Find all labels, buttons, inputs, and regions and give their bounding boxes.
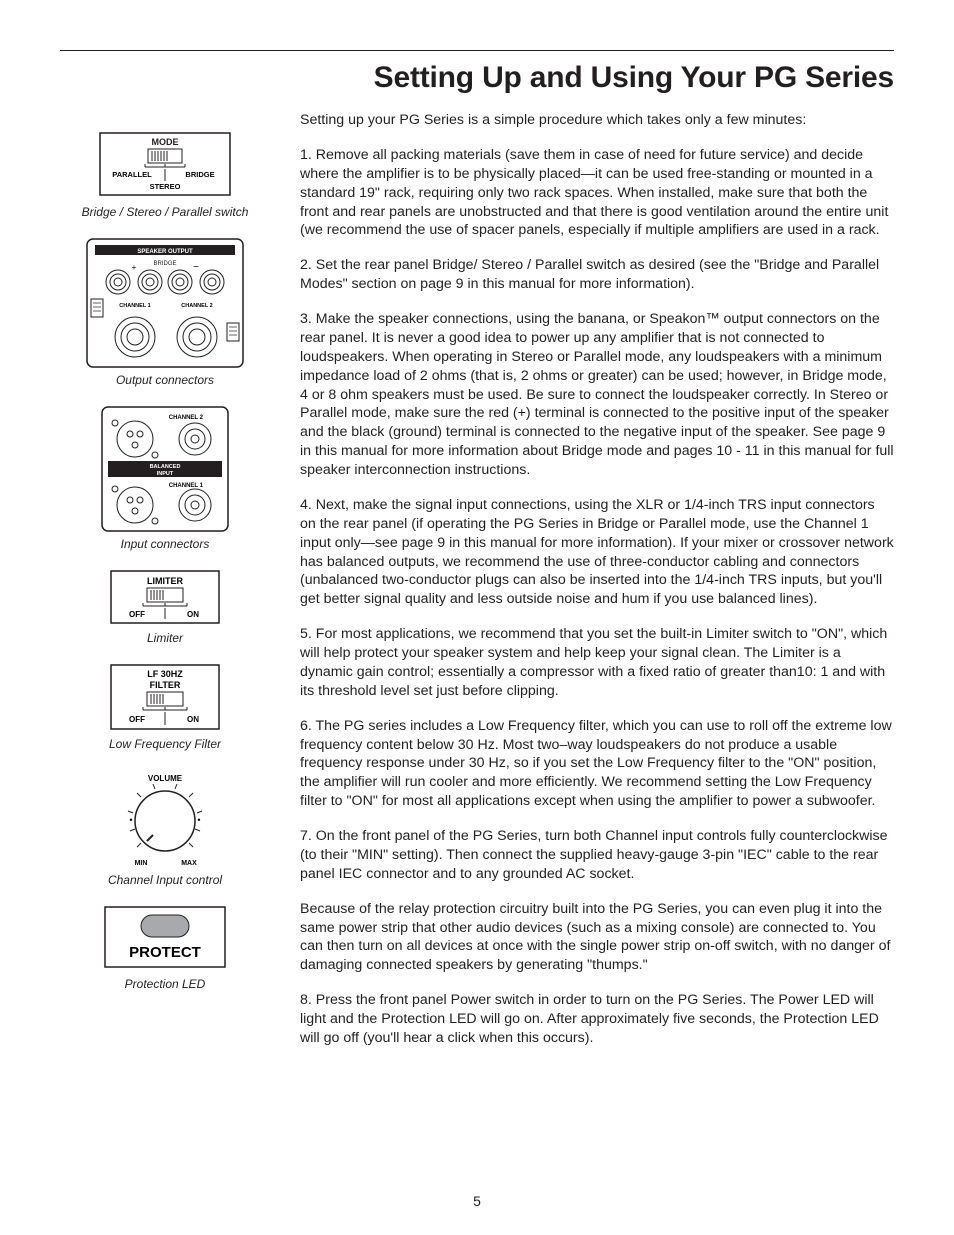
lf-title2: FILTER	[150, 680, 181, 690]
step-7: 7. On the front panel of the PG Series, …	[300, 827, 894, 884]
page: Setting Up and Using Your PG Series MODE	[0, 0, 954, 1235]
vol-min: MIN	[135, 860, 148, 867]
step-6: 6. The PG series includes a Low Frequenc…	[300, 717, 894, 811]
caption-protect: Protection LED	[125, 977, 206, 991]
vol-title: VOLUME	[148, 774, 183, 783]
top-rule	[60, 50, 894, 51]
fig-volume: VOLUME	[105, 769, 225, 905]
step-7b: Because of the relay protection circuitr…	[300, 900, 894, 976]
body-text: Setting up your PG Series is a simple pr…	[300, 111, 894, 1064]
input-ch2: CHANNEL 2	[169, 415, 204, 421]
speaker-output-label: SPEAKER OUTPUT	[137, 249, 193, 255]
caption-input: Input connectors	[121, 537, 210, 551]
svg-text:−: −	[193, 262, 199, 273]
mode-title: MODE	[152, 137, 179, 147]
fig-limiter: LIMITER OFF ON Limiter	[105, 569, 225, 663]
ch1-label: CHANNEL 1	[119, 303, 150, 309]
fig-mode-switch: MODE PARALLEL BRIDGE STEREO	[82, 131, 249, 237]
content-row: MODE PARALLEL BRIDGE STEREO	[60, 111, 894, 1064]
ch2-label: CHANNEL 2	[181, 303, 212, 309]
bridge-label: BRIDGE	[153, 261, 176, 267]
lf-off: OFF	[129, 715, 145, 724]
step-8: 8. Press the front panel Power switch in…	[300, 991, 894, 1048]
svg-text:•: •	[197, 815, 200, 825]
step-1: 1. Remove all packing materials (save th…	[300, 146, 894, 240]
caption-lf: Low Frequency Filter	[109, 737, 221, 751]
mode-stereo: STEREO	[150, 182, 181, 191]
limiter-title: LIMITER	[147, 576, 183, 586]
step-4: 4. Next, make the signal input connectio…	[300, 496, 894, 609]
page-number: 5	[0, 1193, 954, 1209]
vol-max: MAX	[181, 860, 197, 867]
svg-text:+: +	[132, 263, 137, 272]
limiter-off: OFF	[129, 610, 145, 619]
limiter-on: ON	[187, 610, 199, 619]
fig-input-connectors: CHANNEL 2 BALANCED INPUT CHANNEL 1	[100, 405, 230, 569]
intro: Setting up your PG Series is a simple pr…	[300, 111, 894, 130]
sidebar: MODE PARALLEL BRIDGE STEREO	[60, 111, 270, 1064]
protect-label: PROTECT	[129, 944, 201, 961]
fig-protect: PROTECT Protection LED	[95, 905, 235, 1009]
fig-lf-filter: LF 30HZ FILTER OFF ON Low	[105, 663, 225, 769]
input-ch1: CHANNEL 1	[169, 483, 204, 489]
step-2: 2. Set the rear panel Bridge/ Stereo / P…	[300, 256, 894, 294]
svg-text:•: •	[129, 815, 132, 825]
caption-output: Output connectors	[116, 373, 214, 387]
mode-parallel: PARALLEL	[112, 170, 152, 179]
balanced-label2: INPUT	[157, 471, 174, 477]
fig-output-connectors: SPEAKER OUTPUT BRIDGE + − CHANNEL 1 CHAN…	[85, 237, 245, 405]
step-3: 3. Make the speaker connections, using t…	[300, 310, 894, 480]
balanced-label: BALANCED	[150, 464, 181, 470]
page-title: Setting Up and Using Your PG Series	[60, 61, 894, 95]
step-5: 5. For most applications, we recommend t…	[300, 625, 894, 701]
caption-volume: Channel Input control	[108, 873, 222, 887]
caption-mode: Bridge / Stereo / Parallel switch	[82, 205, 249, 219]
caption-limiter: Limiter	[147, 631, 183, 645]
mode-bridge: BRIDGE	[185, 170, 214, 179]
lf-on: ON	[187, 715, 199, 724]
lf-title1: LF 30HZ	[147, 669, 183, 679]
